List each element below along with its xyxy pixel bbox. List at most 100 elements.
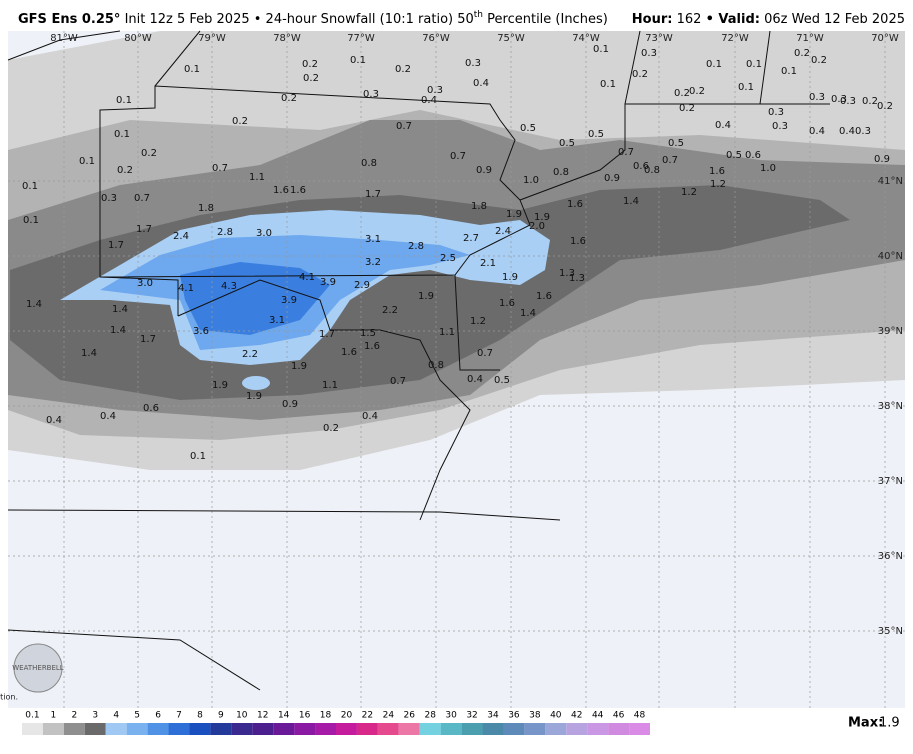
lat-label: 37°N [878, 476, 903, 487]
snow-value: 0.5 [494, 375, 510, 386]
snow-value: 2.2 [242, 349, 258, 360]
snow-value: 3.9 [320, 277, 336, 288]
snow-value: 1.5 [360, 328, 376, 339]
snow-value: 1.6 [709, 166, 725, 177]
snowfall-shading [8, 31, 905, 470]
snow-value: 0.6 [143, 403, 159, 414]
colorbar-swatch [42, 723, 64, 735]
snow-value: 3.0 [256, 228, 272, 239]
snow-value: 3.0 [137, 278, 153, 289]
colorbar-label: 18 [320, 711, 332, 721]
colorbar-label: 4 [113, 711, 119, 721]
lat-label: 38°N [878, 401, 903, 412]
colorbar-label: 2 [71, 711, 77, 721]
snow-value: 4.1 [299, 272, 315, 283]
colorbar-swatch [545, 723, 567, 735]
snow-value: 0.3 [831, 94, 847, 105]
colorbar-label: 7 [176, 711, 182, 721]
boundaries [7, 30, 830, 691]
hour-label: Hour: [632, 12, 673, 27]
colorbar-swatch [189, 723, 211, 735]
snow-value: 1.9 [246, 391, 262, 402]
colorbar-label: 26 [404, 711, 416, 721]
snow-value: 0.3 [840, 96, 856, 107]
snow-value: 0.5 [559, 138, 575, 149]
snow-value: 0.4 [46, 415, 62, 426]
snow-value: 1.4 [26, 299, 42, 310]
snow-value: 1.2 [710, 179, 726, 190]
snowfall-labels: 0.10.10.10.10.10.10.20.20.10.20.30.40.3 0… [22, 44, 893, 462]
snow-value: 0.2 [117, 165, 133, 176]
snow-value: 0.5 [520, 123, 536, 134]
lon-label: 79°W [198, 33, 226, 44]
colorbar-swatch [252, 723, 274, 735]
snow-value: 1.6 [567, 199, 583, 210]
colorbar-swatch [147, 723, 169, 735]
snow-value: 0.9 [874, 154, 890, 165]
snow-value: 1.3 [569, 273, 585, 284]
valid-label: • Valid: [706, 12, 760, 27]
header-valid: Hour: 162 • Valid: 06z Wed 12 Feb 2025 [632, 12, 905, 27]
colorbar-swatch [126, 723, 148, 735]
colorbar-label: 0.1 [25, 711, 39, 721]
colorbar-swatch [524, 723, 546, 735]
colorbar-label: 44 [592, 711, 604, 721]
snow-value: 1.0 [523, 175, 539, 186]
snow-value: 2.8 [217, 227, 233, 238]
snow-value: 0.3 [772, 121, 788, 132]
snow-value: 0.1 [22, 181, 38, 192]
hour: 162 [677, 12, 702, 27]
snow-value: 1.6 [499, 298, 515, 309]
colorbar-swatch [503, 723, 525, 735]
snow-value: 0.2 [395, 64, 411, 75]
snow-value: 4.3 [221, 281, 237, 292]
snow-value: 0.2 [811, 55, 827, 66]
snow-value: 0.4 [809, 126, 825, 137]
lon-label: 81°W [50, 33, 78, 44]
snow-value: 0.1 [593, 44, 609, 55]
snow-value: 0.5 [726, 150, 742, 161]
colorbar-label: 14 [278, 711, 290, 721]
snow-value: 0.1 [781, 66, 797, 77]
snow-value: 0.4 [473, 78, 489, 89]
snow-value: 0.7 [618, 147, 634, 158]
snow-value: 0.1 [79, 156, 95, 167]
snow-value: 1.7 [365, 189, 381, 200]
snow-value: 1.9 [502, 272, 518, 283]
colorbar-label: 34 [487, 711, 499, 721]
snow-value: 1.7 [140, 334, 156, 345]
lon-label: 74°W [572, 33, 600, 44]
snow-value: 0.6 [633, 161, 649, 172]
colorbar-label: 16 [299, 711, 311, 721]
snow-value: 1.9 [418, 291, 434, 302]
colorbar-swatch [461, 723, 483, 735]
snow-value: 3.6 [193, 326, 209, 337]
lat-label: 35°N [878, 626, 903, 637]
snow-value: 0.6 [745, 150, 761, 161]
snow-value: 0.7 [477, 348, 493, 359]
snow-value: 0.9 [476, 165, 492, 176]
lon-label: 71°W [796, 33, 824, 44]
snow-value: 0.4 [362, 411, 378, 422]
snow-value: 0.2 [674, 88, 690, 99]
snow-value: 0.7 [390, 376, 406, 387]
snow-value: 1.4 [110, 325, 126, 336]
lon-label: 73°W [645, 33, 673, 44]
max-value: 1.9 [879, 716, 900, 731]
title-sup: th [474, 10, 483, 20]
snow-value: 0.8 [361, 158, 377, 169]
colorbar-label: 22 [362, 711, 373, 721]
logo-text: WEATHERBELL [12, 664, 64, 672]
snow-value: 0.7 [450, 151, 466, 162]
snow-value: 0.8 [553, 167, 569, 178]
lon-label: 75°W [497, 33, 525, 44]
snow-value: 0.4 [467, 374, 483, 385]
snow-value: 0.2 [632, 69, 648, 80]
colorbar-swatch [210, 723, 232, 735]
colorbar-swatch [482, 723, 504, 735]
snow-value: 0.1 [190, 451, 206, 462]
snow-value: 1.6 [273, 185, 289, 196]
colorbar-label: 10 [236, 711, 248, 721]
colorbar-swatch [63, 723, 85, 735]
snow-value: 0.3 [855, 126, 871, 137]
